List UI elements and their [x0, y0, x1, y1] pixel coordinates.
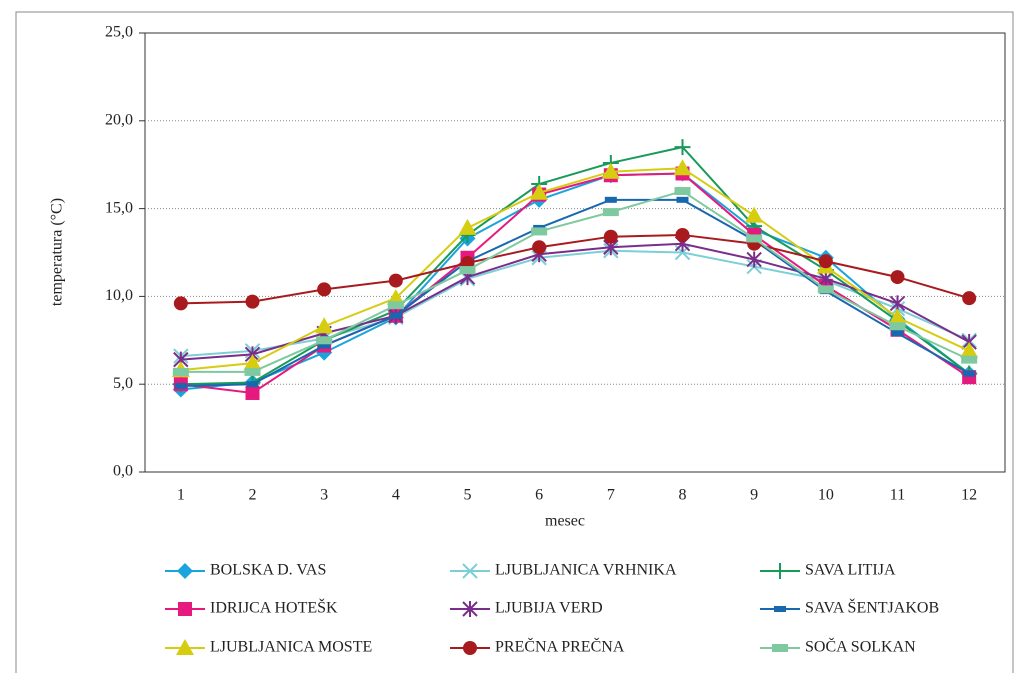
- legend-marker: [462, 601, 478, 617]
- marker: [603, 229, 618, 244]
- marker: [388, 273, 403, 288]
- y-tick-label: 10,0: [105, 287, 133, 304]
- y-tick-label: 5,0: [113, 375, 133, 392]
- marker: [891, 330, 904, 337]
- marker: [530, 183, 549, 200]
- x-tick-label: 4: [392, 487, 400, 504]
- x-tick-label: 1: [177, 487, 185, 504]
- x-tick-label: 6: [535, 487, 543, 504]
- legend-label: LJUBIJA VERD: [495, 600, 603, 617]
- x-tick-label: 11: [890, 487, 905, 504]
- marker: [317, 282, 332, 297]
- marker: [245, 385, 260, 400]
- x-tick-label: 5: [464, 487, 472, 504]
- x-tick-label: 9: [750, 487, 758, 504]
- series-line: [180, 146, 970, 386]
- marker: [674, 187, 691, 196]
- legend-marker: [177, 563, 193, 579]
- legend-label: LJUBLJANICA VRHNIKA: [495, 562, 677, 579]
- marker: [963, 370, 976, 377]
- legend-label: LJUBLJANICA MOSTE: [210, 639, 372, 656]
- y-tick-label: 25,0: [105, 24, 133, 41]
- marker: [459, 266, 476, 275]
- marker: [604, 196, 617, 203]
- series-line: [180, 189, 970, 373]
- marker: [746, 234, 763, 243]
- legend-label: PREČNA PREČNA: [495, 637, 625, 656]
- series-line: [180, 198, 970, 387]
- x-axis-label: mesec: [545, 513, 585, 530]
- marker: [673, 159, 692, 176]
- marker: [244, 367, 261, 376]
- legend-marker: [772, 563, 788, 579]
- marker: [675, 227, 690, 242]
- marker: [817, 285, 834, 294]
- legend-label: SAVA LITIJA: [805, 562, 896, 579]
- legend-marker: [178, 602, 192, 616]
- legend-label: IDRIJCA HOTEŠK: [210, 598, 338, 617]
- marker: [386, 289, 405, 306]
- marker: [674, 139, 691, 156]
- marker: [888, 308, 907, 325]
- legend-label: SOČA SOLKAN: [805, 637, 916, 656]
- marker: [172, 367, 189, 376]
- series-line: [180, 242, 970, 361]
- marker: [962, 291, 977, 306]
- marker: [531, 227, 548, 236]
- x-tick-label: 3: [320, 487, 328, 504]
- marker: [532, 240, 547, 255]
- marker: [601, 162, 620, 179]
- series-line: [180, 233, 970, 305]
- legend-label: BOLSKA D. VAS: [210, 562, 326, 579]
- series-line: [180, 249, 970, 358]
- marker: [960, 341, 979, 358]
- plot-area: [144, 32, 1006, 473]
- marker: [676, 196, 689, 203]
- x-tick-label: 7: [607, 487, 615, 504]
- y-tick-label: 15,0: [105, 199, 133, 216]
- marker: [173, 296, 188, 311]
- marker: [746, 251, 762, 268]
- marker: [745, 206, 764, 223]
- marker: [890, 270, 905, 285]
- x-tick-label: 12: [961, 487, 977, 504]
- marker: [818, 254, 833, 269]
- legend-label: SAVA ŠENTJAKOB: [805, 598, 939, 617]
- legend-marker: [772, 644, 788, 652]
- marker: [174, 382, 187, 389]
- series-line: [180, 172, 970, 395]
- marker: [389, 312, 402, 319]
- series-line: [180, 167, 970, 372]
- y-tick-label: 0,0: [113, 463, 133, 480]
- marker: [243, 354, 262, 371]
- marker: [245, 294, 260, 309]
- marker: [246, 381, 259, 388]
- marker: [316, 336, 333, 345]
- frame: [15, 11, 1014, 673]
- marker: [961, 355, 978, 364]
- series-line: [180, 172, 970, 391]
- marker: [889, 322, 906, 331]
- marker: [315, 317, 334, 334]
- legend-marker: [176, 639, 194, 655]
- y-axis-label: temperatura (°C): [49, 198, 66, 306]
- y-tick-label: 20,0: [105, 111, 133, 128]
- x-tick-label: 2: [249, 487, 257, 504]
- marker: [318, 342, 331, 349]
- marker: [602, 208, 619, 217]
- x-tick-label: 10: [818, 487, 834, 504]
- legend-marker: [463, 641, 477, 655]
- marker: [387, 301, 404, 310]
- marker: [458, 218, 477, 235]
- legend-marker: [462, 563, 478, 579]
- legend-marker: [774, 606, 786, 612]
- x-tick-label: 8: [679, 487, 687, 504]
